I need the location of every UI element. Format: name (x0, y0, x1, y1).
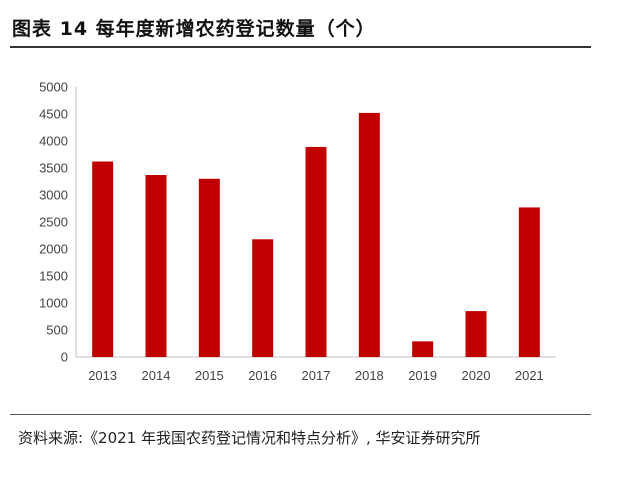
bar-2017 (305, 146, 327, 357)
x-tick-label: 2014 (142, 368, 171, 383)
y-tick-label: 1500 (39, 269, 68, 284)
y-tick-label: 1000 (39, 296, 68, 311)
x-tick-label: 2021 (515, 368, 544, 383)
y-tick-label: 3000 (39, 188, 68, 203)
bars (92, 112, 540, 357)
x-tick-label: 2017 (302, 368, 331, 383)
source-divider (10, 414, 591, 415)
y-tick-label: 4500 (39, 107, 68, 122)
y-tick-label: 500 (46, 323, 68, 338)
chart-title: 图表 14 每年度新增农药登记数量（个） (12, 18, 376, 40)
y-tick-label: 2000 (39, 242, 68, 257)
title-divider (10, 46, 591, 48)
bar-2019 (412, 341, 434, 357)
x-axis-labels: 2013 2014 2015 2016 2017 2018 2019 2020 2021 (88, 368, 544, 383)
bar-2016 (252, 239, 274, 357)
y-tick-label: 3500 (39, 161, 68, 176)
y-tick-label: 4000 (39, 134, 68, 149)
bar-2020 (465, 311, 487, 357)
bar-2014 (145, 175, 167, 357)
x-tick-label: 2020 (462, 368, 491, 383)
bar-2013 (92, 161, 114, 357)
bar-chart: 0 500 1000 1500 2000 2500 3000 3500 4000 4500 5000… (39, 80, 556, 383)
bar-2021 (518, 207, 540, 357)
y-tick-label: 0 (61, 350, 68, 365)
bar-2015 (198, 178, 220, 357)
bar-2018 (358, 112, 380, 357)
y-tick-label: 2500 (39, 215, 68, 230)
x-tick-label: 2015 (195, 368, 224, 383)
x-tick-label: 2013 (88, 368, 117, 383)
y-tick-label: 5000 (39, 80, 68, 95)
x-tick-label: 2018 (355, 368, 384, 383)
x-tick-label: 2016 (248, 368, 277, 383)
x-tick-label: 2019 (408, 368, 437, 383)
y-axis-labels: 0 500 1000 1500 2000 2500 3000 3500 4000 4500 5000 (39, 80, 68, 365)
source-note: 资料来源:《2021 年我国农药登记情况和特点分析》, 华安证券研究所 (18, 429, 481, 447)
